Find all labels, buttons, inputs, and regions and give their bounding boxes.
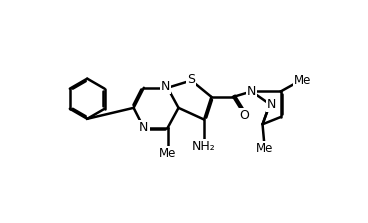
Text: N: N [266,98,276,111]
Text: N: N [247,85,256,98]
Text: NH₂: NH₂ [192,140,216,153]
Text: O: O [239,109,249,122]
Text: Me: Me [256,142,273,155]
Text: N: N [139,122,149,134]
Text: S: S [187,73,195,86]
Text: Me: Me [294,74,311,87]
Text: Me: Me [159,147,176,160]
Text: N: N [161,80,170,93]
